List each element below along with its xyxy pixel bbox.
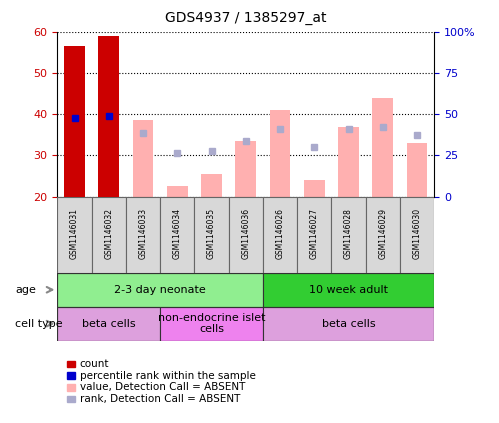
Bar xyxy=(304,180,324,197)
Bar xyxy=(126,197,160,273)
Bar xyxy=(331,197,366,273)
Text: percentile rank within the sample: percentile rank within the sample xyxy=(80,371,255,381)
Bar xyxy=(57,197,92,273)
Text: 10 week adult: 10 week adult xyxy=(309,285,388,295)
Bar xyxy=(167,187,188,197)
Bar xyxy=(229,197,263,273)
Bar xyxy=(98,36,119,197)
Bar xyxy=(57,307,160,341)
Bar xyxy=(133,121,153,197)
Text: beta cells: beta cells xyxy=(322,319,375,329)
Bar xyxy=(372,98,393,197)
Text: GSM1146027: GSM1146027 xyxy=(310,208,319,259)
Bar xyxy=(270,110,290,197)
Bar xyxy=(366,197,400,273)
Text: GSM1146035: GSM1146035 xyxy=(207,208,216,259)
Bar xyxy=(263,273,434,307)
Bar xyxy=(263,307,434,341)
Text: GSM1146029: GSM1146029 xyxy=(378,208,387,259)
Bar xyxy=(57,273,263,307)
Text: GSM1146032: GSM1146032 xyxy=(104,208,113,259)
Bar xyxy=(407,143,427,197)
Text: GSM1146026: GSM1146026 xyxy=(275,208,284,259)
Bar xyxy=(338,126,359,197)
Text: 2-3 day neonate: 2-3 day neonate xyxy=(114,285,206,295)
Bar xyxy=(92,197,126,273)
Bar xyxy=(201,174,222,197)
Bar xyxy=(64,46,85,197)
Bar xyxy=(160,197,195,273)
Text: GSM1146033: GSM1146033 xyxy=(139,208,148,259)
Text: age: age xyxy=(15,285,36,295)
Text: cell type: cell type xyxy=(15,319,62,329)
Bar xyxy=(236,141,256,197)
Text: rank, Detection Call = ABSENT: rank, Detection Call = ABSENT xyxy=(80,394,240,404)
Text: GSM1146028: GSM1146028 xyxy=(344,208,353,259)
Bar xyxy=(263,197,297,273)
Bar xyxy=(195,197,229,273)
Text: GSM1146036: GSM1146036 xyxy=(241,208,250,259)
Bar xyxy=(160,307,263,341)
Bar xyxy=(400,197,434,273)
Text: GSM1146031: GSM1146031 xyxy=(70,208,79,259)
Text: GSM1146034: GSM1146034 xyxy=(173,208,182,259)
Text: non-endocrine islet
cells: non-endocrine islet cells xyxy=(158,313,265,335)
Text: value, Detection Call = ABSENT: value, Detection Call = ABSENT xyxy=(80,382,245,393)
Bar xyxy=(297,197,331,273)
Text: beta cells: beta cells xyxy=(82,319,136,329)
Text: GSM1146030: GSM1146030 xyxy=(413,208,422,259)
Text: GDS4937 / 1385297_at: GDS4937 / 1385297_at xyxy=(165,11,326,25)
Text: count: count xyxy=(80,359,109,369)
